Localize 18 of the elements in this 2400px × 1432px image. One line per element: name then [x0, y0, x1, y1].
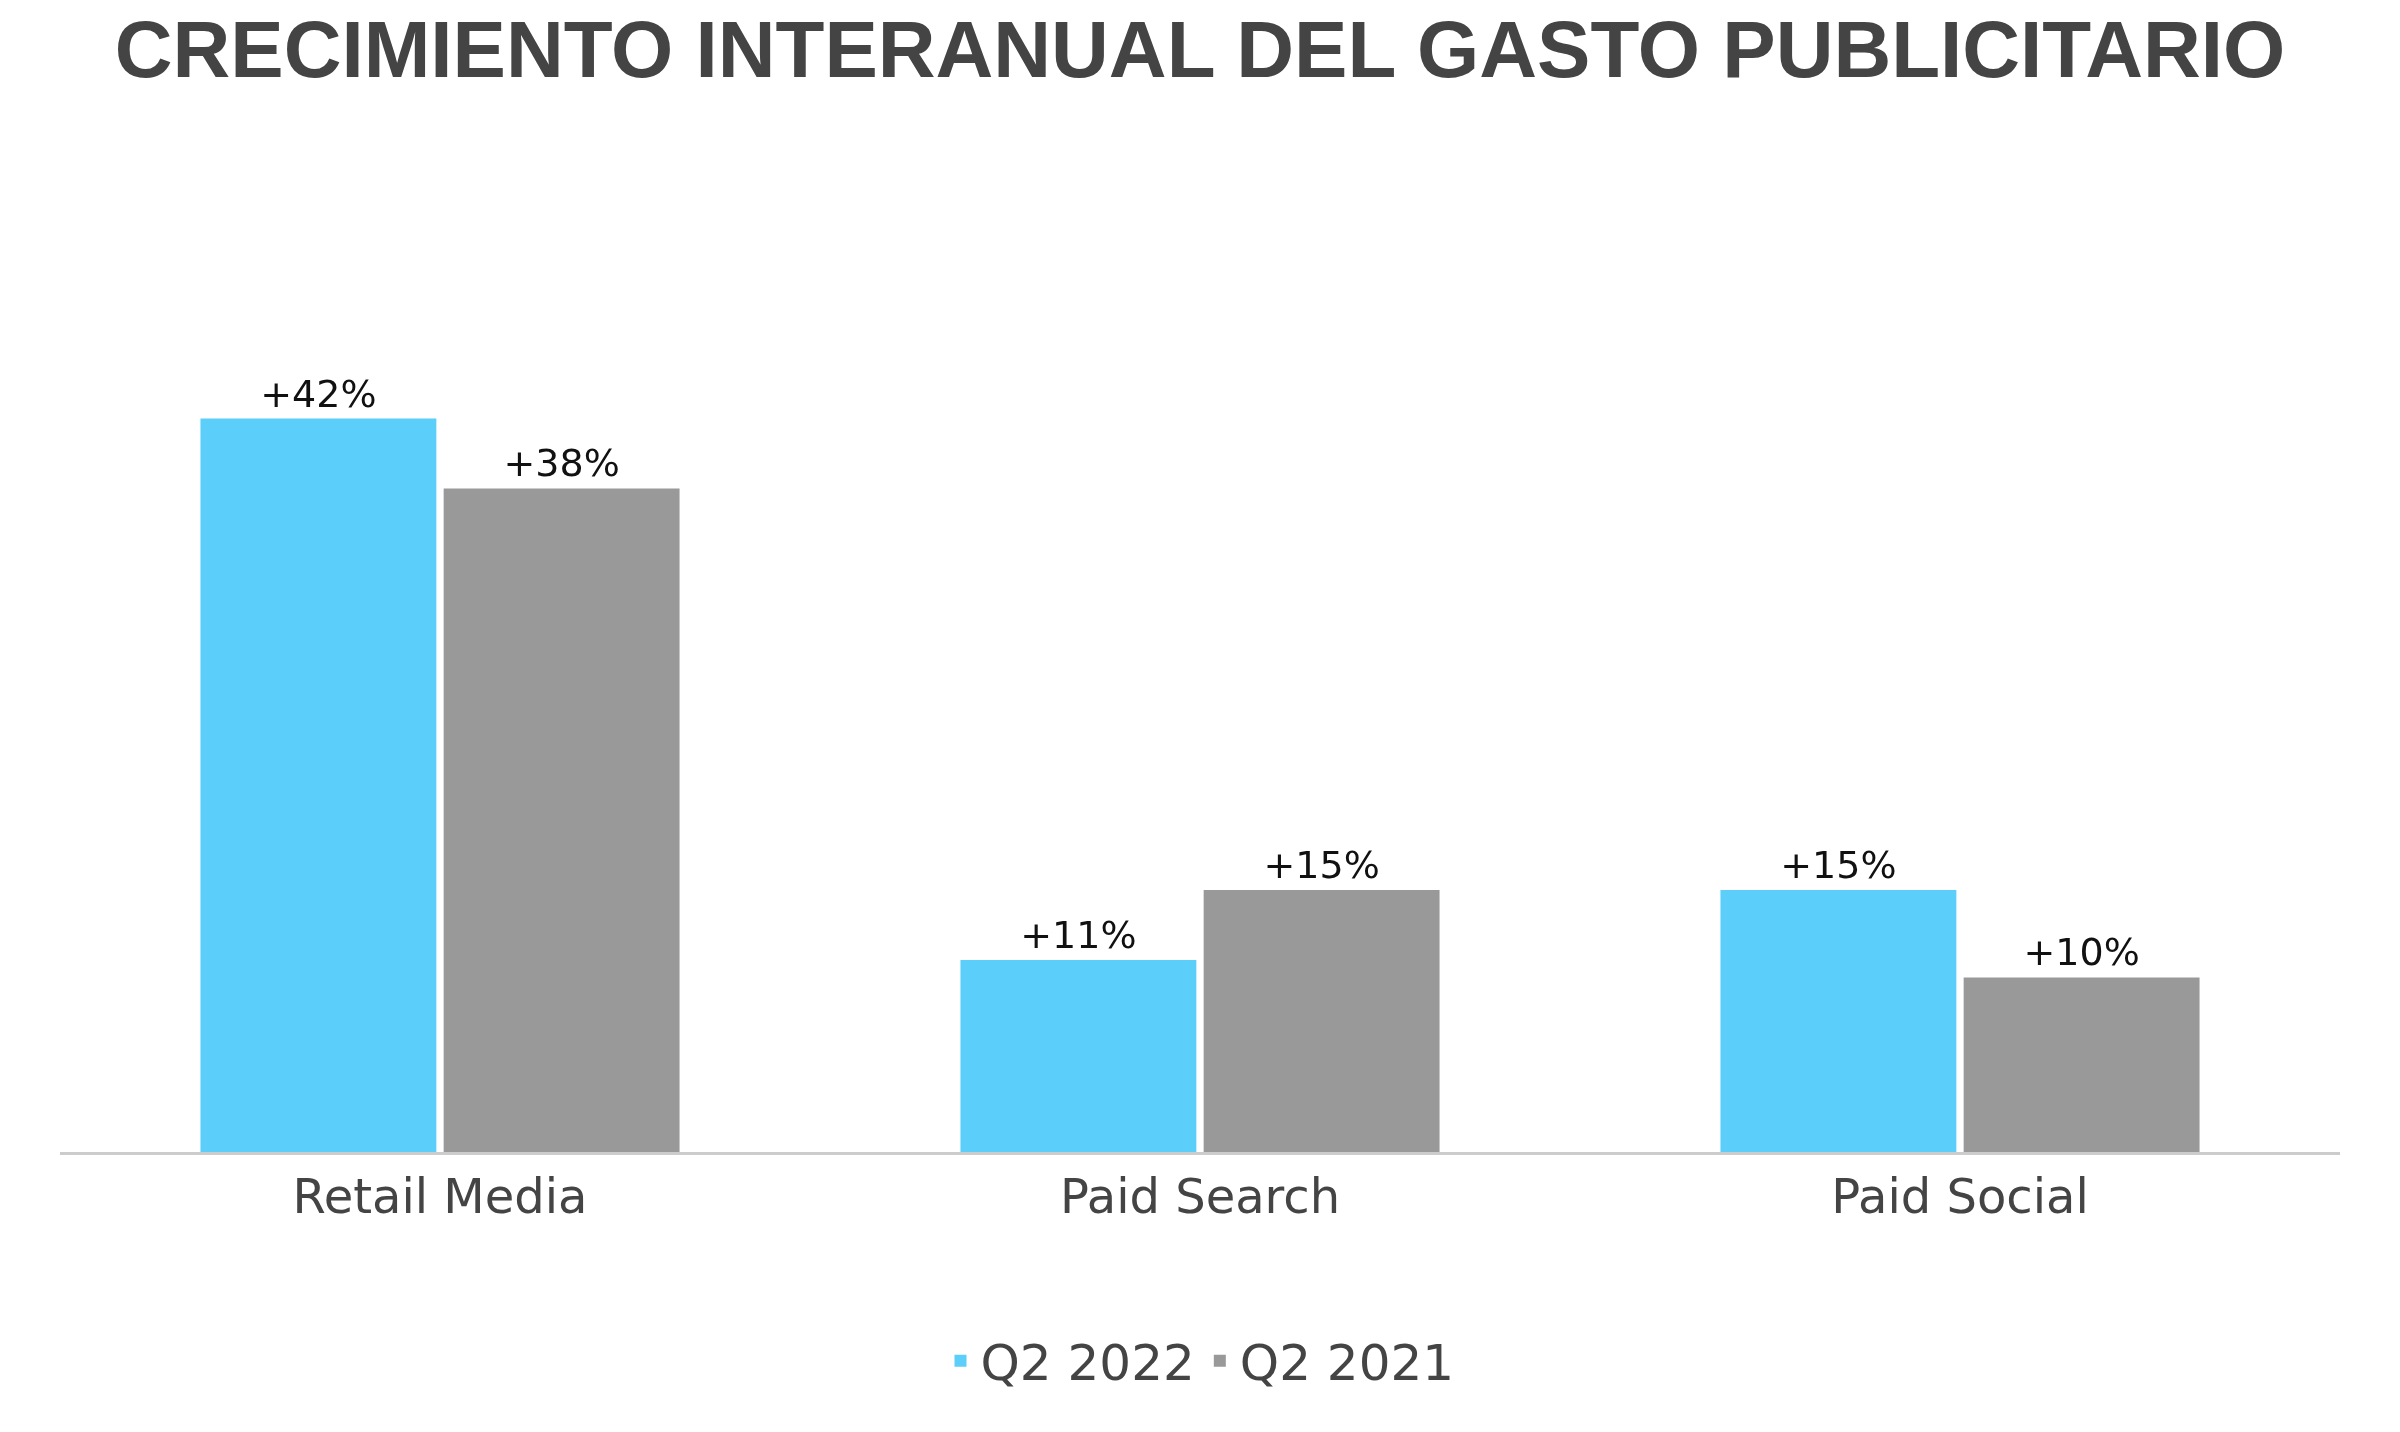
legend-label: Q2 2021 [1239, 1334, 1455, 1393]
bar [960, 959, 1197, 1152]
bar [1963, 977, 2200, 1152]
bar [1720, 890, 1957, 1152]
data-label: +15% [1263, 843, 1380, 888]
x-tick-label: Retail Media [292, 1167, 588, 1224]
legend-label: Q2 2022 [980, 1334, 1195, 1393]
data-label: +11% [1020, 912, 1137, 957]
bar [200, 418, 437, 1152]
data-label: +38% [503, 441, 620, 486]
chart-title: CRECIMIENTO INTERANUAL DEL GASTO PUBLICITARIO [114, 5, 2286, 95]
bar [1203, 890, 1440, 1152]
bar [443, 488, 680, 1152]
data-label: +15% [1780, 843, 1897, 888]
data-label: +42% [260, 371, 377, 416]
x-tick-label: Paid Search [1059, 1167, 1341, 1224]
x-tick-label: Paid Social [1831, 1167, 2089, 1224]
data-label: +10% [2023, 930, 2140, 975]
